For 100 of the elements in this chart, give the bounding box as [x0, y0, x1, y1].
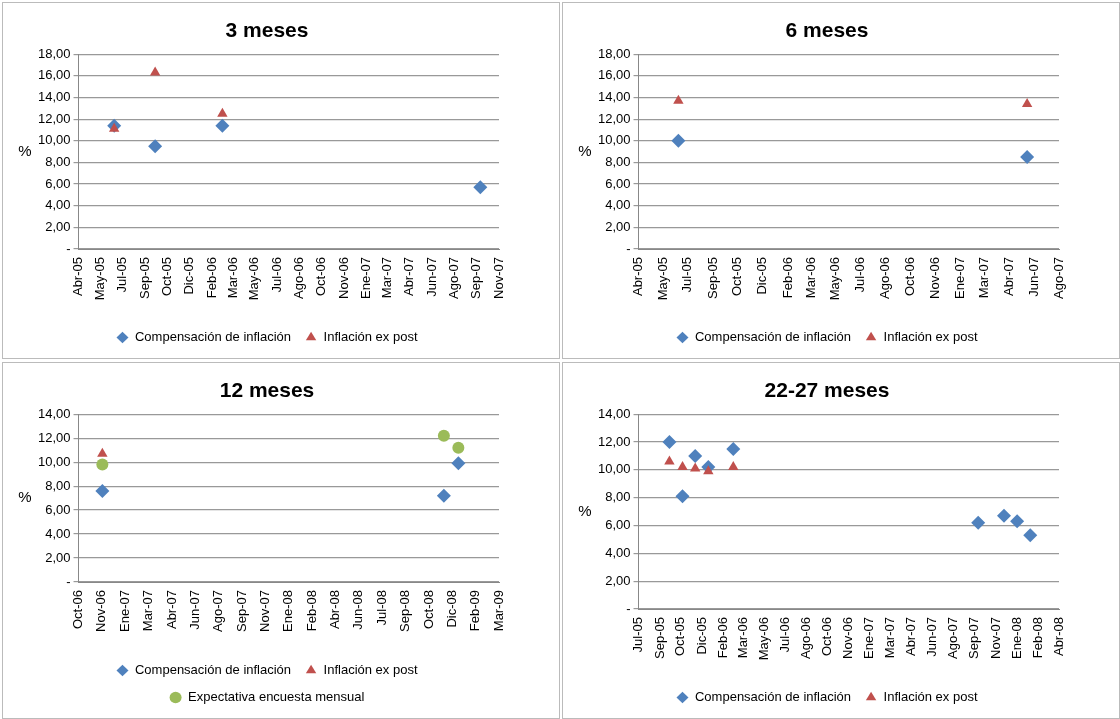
- point: [726, 441, 741, 456]
- x-tick-label: Jun-08: [350, 590, 366, 630]
- x-tick-label: Ene-08: [1009, 617, 1025, 659]
- x-tick-label: Nov-06: [335, 257, 351, 299]
- x-tick-label: Sep-07: [468, 257, 484, 299]
- y-tick-label: 10,00: [37, 132, 71, 148]
- y-tick-label: 18,00: [37, 45, 71, 61]
- legend-label: Expectativa encuesta mensual: [188, 689, 365, 705]
- y-tick-label: 4,00: [605, 544, 631, 560]
- x-tick-label: Nov-06: [927, 257, 943, 299]
- x-tick-label: Abr-07: [163, 590, 179, 630]
- point: [149, 66, 161, 76]
- y-tick-label: 10,00: [37, 453, 71, 469]
- y-tick-label: 10,00: [597, 132, 631, 148]
- x-tick-label: Mar-07: [379, 257, 395, 299]
- point: [473, 180, 488, 195]
- point: [437, 429, 450, 442]
- x-tick-label: Dic-08: [443, 590, 459, 628]
- point: [97, 447, 108, 457]
- point: [108, 122, 120, 132]
- x-tick-label: Nov-07: [256, 590, 272, 632]
- point: [451, 456, 466, 471]
- point: [703, 465, 714, 475]
- x-tick-label: Ago-07: [210, 590, 226, 632]
- x-tick-label: Mar-09: [490, 590, 506, 632]
- y-tick-label: 8,00: [605, 489, 631, 505]
- point: [452, 441, 465, 454]
- x-tick-label: Ene-07: [357, 257, 373, 299]
- x-tick-label: Mar-06: [735, 617, 751, 659]
- point: [217, 107, 228, 117]
- y-tick-label: 10,00: [597, 461, 631, 477]
- y-tick-label: -: [66, 573, 71, 589]
- point: [971, 515, 986, 530]
- x-tick-label: Oct-05: [158, 257, 174, 297]
- chart-title: 6 meses: [785, 18, 869, 42]
- x-tick-label: Ene-07: [861, 617, 877, 659]
- x-tick-label: Abr-05: [630, 257, 646, 297]
- y-tick-label: 14,00: [597, 89, 631, 105]
- point: [1021, 97, 1033, 107]
- point: [688, 448, 703, 463]
- x-tick-label: May-05: [654, 257, 670, 301]
- x-tick-label: Sep-05: [651, 617, 667, 659]
- x-tick-label: Oct-06: [70, 590, 86, 630]
- x-tick-label: Mar-07: [140, 590, 156, 632]
- point: [662, 435, 677, 450]
- x-tick-label: Nov-06: [840, 617, 856, 659]
- x-tick-label: Ago-07: [945, 617, 961, 659]
- point: [96, 458, 109, 471]
- y-tick-label: 2,00: [605, 572, 631, 588]
- x-tick-label: Sep-05: [136, 257, 152, 299]
- point: [677, 461, 688, 471]
- y-axis-title: %: [18, 141, 32, 159]
- y-tick-label: 16,00: [597, 67, 631, 83]
- x-tick-label: Abr-07: [1000, 257, 1016, 297]
- y-tick-label: 4,00: [605, 197, 631, 213]
- x-tick-label: Sep-08: [397, 590, 413, 632]
- x-tick-label: Ago-06: [291, 257, 307, 299]
- x-tick-label: Oct-06: [819, 617, 835, 657]
- x-tick-label: Jun-07: [186, 590, 202, 630]
- y-tick-label: 16,00: [37, 67, 71, 83]
- legend-label: Compensación de inflación: [694, 689, 852, 705]
- x-tick-label: Dic-05: [693, 617, 709, 655]
- x-tick-label: May-06: [755, 617, 771, 661]
- point: [215, 118, 230, 133]
- x-tick-label: Jul-05: [679, 257, 695, 293]
- x-tick-label: Feb-06: [203, 257, 219, 299]
- y-tick-label: 12,00: [597, 433, 631, 449]
- x-tick-label: Abr-07: [401, 257, 417, 297]
- legend-label: Compensación de inflación: [694, 329, 852, 345]
- legend-label: Inflación ex post: [323, 329, 418, 345]
- x-tick-label: Jun-07: [924, 617, 940, 657]
- y-tick-label: 6,00: [605, 517, 631, 533]
- x-tick-label: Nov-07: [490, 257, 506, 299]
- legend-label: Compensación de inflación: [134, 662, 292, 678]
- x-tick-label: May-06: [827, 257, 843, 301]
- x-tick-label: Dic-05: [181, 257, 197, 295]
- y-tick-label: 8,00: [605, 154, 631, 169]
- x-tick-label: Sep-07: [233, 590, 249, 632]
- legend-label: Inflación ex post: [323, 662, 418, 678]
- y-tick-label: 14,00: [37, 89, 71, 105]
- y-tick-label: 12,00: [37, 110, 71, 126]
- x-tick-label: Mar-06: [802, 257, 818, 299]
- x-tick-label: Abr-08: [327, 590, 343, 630]
- x-tick-label: Abr-08: [1050, 617, 1066, 657]
- x-tick-label: Oct-06: [313, 257, 329, 297]
- point: [148, 139, 163, 154]
- x-tick-label: Jul-05: [114, 257, 130, 293]
- chart-title: 12 meses: [219, 378, 315, 402]
- x-tick-label: Ago-06: [798, 617, 814, 659]
- y-tick-label: -: [626, 600, 631, 616]
- point: [1020, 150, 1035, 165]
- point: [1010, 514, 1025, 529]
- x-tick-label: Jul-06: [268, 257, 284, 293]
- y-tick-label: -: [66, 240, 71, 256]
- point: [728, 461, 739, 471]
- x-tick-label: Dic-05: [754, 257, 770, 295]
- x-tick-label: Feb-06: [715, 617, 731, 659]
- y-tick-label: 6,00: [45, 501, 71, 517]
- point: [664, 455, 675, 465]
- y-axis-title: %: [578, 501, 592, 519]
